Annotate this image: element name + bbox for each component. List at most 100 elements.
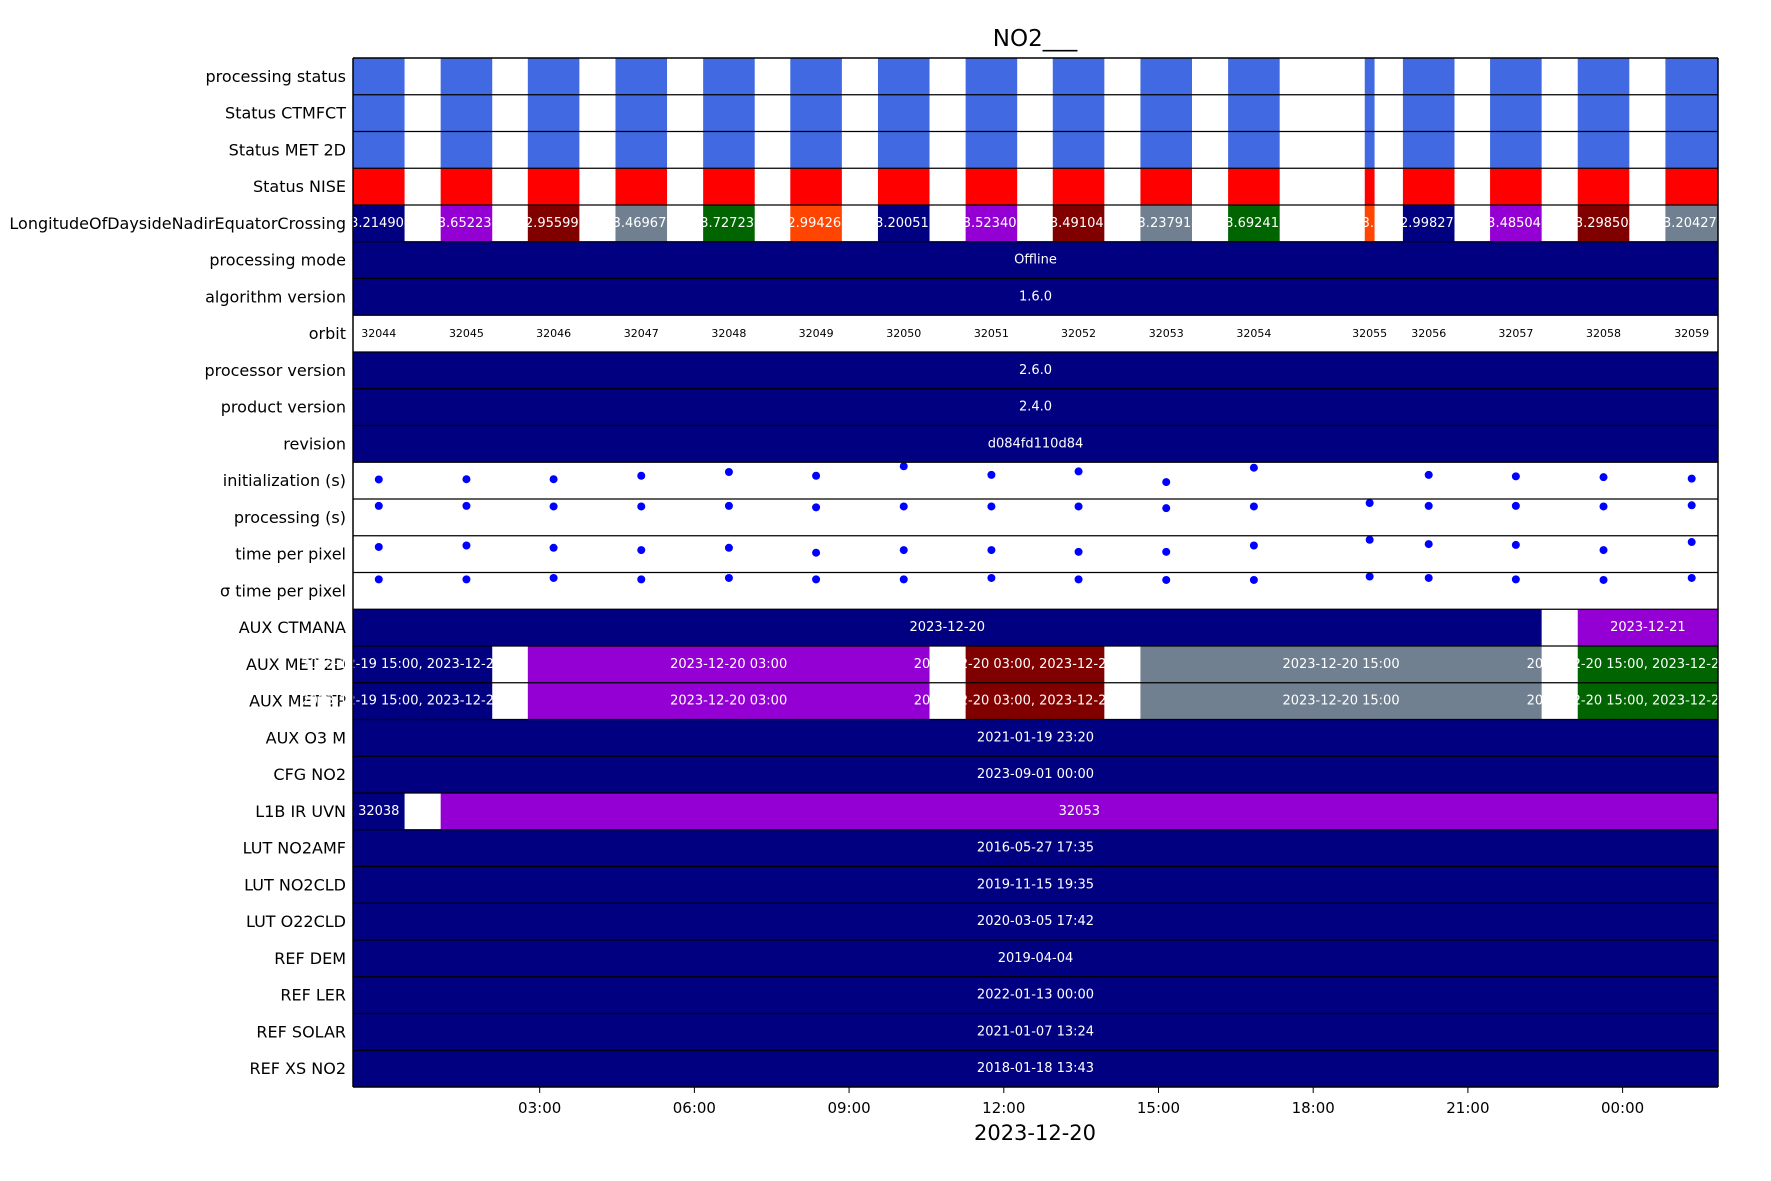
value-bar xyxy=(353,719,1718,757)
longitude-bar xyxy=(440,205,493,242)
row-algorithm-version: algorithm version 1.6.0 xyxy=(205,278,1718,316)
orbit-label: 32054 xyxy=(1236,327,1271,340)
row-label: initialization (s) xyxy=(223,471,346,490)
scatter-point xyxy=(1599,473,1608,482)
segment-label: 2023-12-20 15:00, 2023-12-21 03:00 xyxy=(1527,694,1770,709)
status-bar xyxy=(1228,58,1280,95)
longitude-bar xyxy=(1364,205,1375,242)
longitude-label: -3.214904 xyxy=(345,216,412,231)
scatter-point xyxy=(899,462,908,471)
status-bar xyxy=(527,58,580,95)
scatter-point xyxy=(1424,573,1433,582)
status-bar xyxy=(353,58,405,95)
segment-bar xyxy=(1140,646,1542,683)
value-label: 1.6.0 xyxy=(1019,289,1052,304)
longitude-label: -3.237914 xyxy=(1133,216,1200,231)
status-bar xyxy=(1364,94,1375,132)
status-bar xyxy=(877,94,930,132)
segment-label: 2023-12-20 15:00 xyxy=(1282,694,1399,709)
status-bar xyxy=(615,94,668,132)
status-bar xyxy=(440,94,493,132)
row-label: REF DEM xyxy=(274,949,346,968)
segment-bar xyxy=(353,793,405,830)
row-label: CFG NO2 xyxy=(273,765,346,784)
row-label: AUX MET 2D xyxy=(246,655,346,674)
status-bar xyxy=(1577,94,1630,132)
x-tick-label: 03:00 xyxy=(518,1099,561,1117)
value-bar xyxy=(353,829,1718,867)
segment-bar xyxy=(1577,682,1718,720)
status-bar xyxy=(527,131,580,169)
status-bar xyxy=(1052,168,1105,205)
segment-label: 2023-12-20 03:00, 2023-12-20 15:00 xyxy=(914,657,1157,672)
rows-layer: processing status Status CTMFCT Status MET… xyxy=(9,58,1769,1087)
longitude-bar xyxy=(1577,205,1630,242)
row-ref-ler: REF LER 2022-01-13 00:00 xyxy=(280,976,1718,1014)
x-tick-label: 12:00 xyxy=(982,1099,1025,1117)
segment-bar xyxy=(353,609,1542,646)
row-ref-solar: REF SOLAR 2021-01-07 13:24 xyxy=(256,1013,1718,1051)
status-bar xyxy=(440,58,493,95)
value-label: 2.6.0 xyxy=(1019,363,1052,378)
orbit-label: 32057 xyxy=(1498,327,1533,340)
row-product-version: product version 2.4.0 xyxy=(221,388,1718,426)
status-bar xyxy=(790,94,842,132)
scatter-point xyxy=(637,502,646,511)
status-bar xyxy=(790,131,842,169)
longitude-label: -3.298504 xyxy=(1570,216,1637,231)
row-lut-no2amf: LUT NO2AMF 2016-05-27 17:35 xyxy=(243,829,1718,867)
scatter-point xyxy=(462,475,471,484)
row-label: time per pixel xyxy=(235,545,346,564)
row-label: product version xyxy=(221,398,346,417)
status-bar xyxy=(615,58,668,95)
scatter-point xyxy=(374,501,383,510)
segment-label: 2023-12-20 15:00 xyxy=(1282,657,1399,672)
scatter-point xyxy=(1365,499,1374,507)
row-label: revision xyxy=(283,434,346,453)
longitude-bar xyxy=(790,205,842,242)
longitude-label: -2.955993 xyxy=(520,216,587,231)
status-bar xyxy=(1364,131,1375,169)
scatter-point xyxy=(1511,575,1520,584)
scatter-point xyxy=(812,575,821,584)
status-bar xyxy=(1665,131,1718,169)
scatter-point xyxy=(899,502,908,511)
scatter-point xyxy=(462,541,471,550)
scatter-point xyxy=(1511,472,1520,481)
orbit-label: 32058 xyxy=(1586,327,1621,340)
row-label: LUT O22CLD xyxy=(246,912,346,931)
row-label: AUX O3 M xyxy=(266,728,346,747)
status-bar xyxy=(1490,131,1542,169)
longitude-label: -3.727238 xyxy=(696,216,763,231)
status-bar xyxy=(353,131,405,169)
value-bar xyxy=(353,866,1718,904)
chart-title: NO2___ xyxy=(993,26,1078,52)
status-bar xyxy=(1577,131,1630,169)
status-bar xyxy=(703,94,755,132)
segment-label: 32038 xyxy=(358,804,399,819)
scatter-point xyxy=(1249,575,1258,584)
status-bar xyxy=(965,168,1018,205)
scatter-point xyxy=(1249,502,1258,511)
segment-label: 2023-12-20 03:00 xyxy=(670,657,787,672)
status-bar xyxy=(1140,94,1193,132)
row-label: LUT NO2AMF xyxy=(243,839,346,858)
value-label: 2016-05-27 17:35 xyxy=(977,841,1094,856)
orbit-label: 32048 xyxy=(711,327,746,340)
scatter-point xyxy=(549,502,558,511)
longitude-label: -3.692413 xyxy=(1221,216,1288,231)
scatter-point xyxy=(987,502,996,511)
status-bar xyxy=(353,168,405,205)
status-bar xyxy=(703,131,755,169)
scatter-point xyxy=(1162,478,1171,487)
x-tick-label: 00:00 xyxy=(1601,1099,1644,1117)
value-bar xyxy=(353,940,1718,977)
scatter-point xyxy=(812,471,821,480)
status-bar xyxy=(1665,94,1718,132)
row-processing-s-: processing (s) xyxy=(234,499,1696,527)
row-label: processor version xyxy=(204,361,346,380)
longitude-label: -3.200515 xyxy=(870,216,937,231)
value-label: 2023-09-01 00:00 xyxy=(977,767,1094,782)
